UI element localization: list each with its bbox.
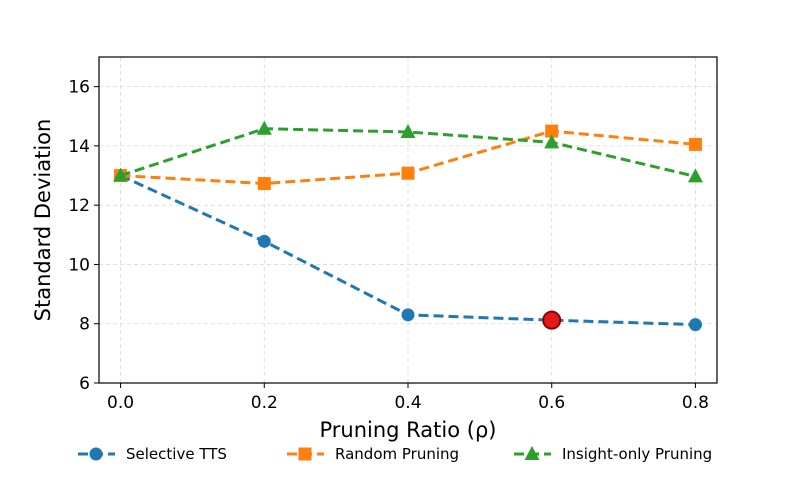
y-tick-label: 8 [79,315,90,335]
x-tick-label: 0.0 [107,393,134,413]
series-insight-only-pruning [113,120,703,183]
y-tick-label: 16 [68,78,90,98]
data-point-insight-only-pruning [113,167,129,182]
data-point-random-pruning [401,166,415,180]
y-tick-label: 10 [68,255,90,275]
data-point-random-pruning [545,124,559,138]
x-axis-label: Pruning Ratio (ρ) [319,418,496,442]
data-point-insight-only-pruning [400,123,416,138]
data-point-insight-only-pruning [544,134,560,149]
data-point-selective-tts [688,318,702,332]
data-point-random-pruning [688,137,702,151]
data-point-selective-tts [257,234,271,248]
data-point-insight-only-pruning [687,168,703,183]
legend-item-insight-only-pruning: Insight-only Pruning [514,445,712,463]
legend-item-selective-tts: Selective TTS [78,445,227,463]
data-point-selective-tts [401,308,415,322]
legend-marker [89,447,103,461]
y-tick-label: 12 [68,196,90,216]
series-layer [113,120,703,332]
legend-label: Selective TTS [126,445,227,463]
y-axis-label: Standard Deviation [31,119,55,322]
legend: Selective TTS Random Pruning Insight-only … [78,445,712,463]
legend-label: Insight-only Pruning [562,445,712,463]
grid [99,57,717,384]
data-point-random-pruning [257,177,271,191]
legend-item-random-pruning: Random Pruning [287,445,459,463]
highlight-point [542,310,562,330]
x-tick-label: 0.6 [538,393,565,413]
legend-marker [298,447,312,461]
y-tick-label: 14 [68,137,90,157]
ticks: 0.0 0.2 0.4 0.6 0.8 6 8 10 12 14 16 [68,78,709,413]
data-point-insight-only-pruning [256,120,272,135]
x-tick-label: 0.8 [682,393,709,413]
legend-marker [524,446,540,460]
x-tick-label: 0.4 [394,393,421,413]
legend-label: Random Pruning [335,445,459,463]
x-tick-label: 0.2 [251,393,278,413]
y-tick-label: 6 [79,374,90,394]
